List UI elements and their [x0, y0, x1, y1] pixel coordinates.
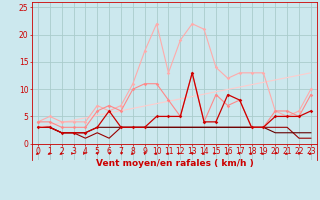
X-axis label: Vent moyen/en rafales ( km/h ): Vent moyen/en rafales ( km/h ) — [96, 159, 253, 168]
